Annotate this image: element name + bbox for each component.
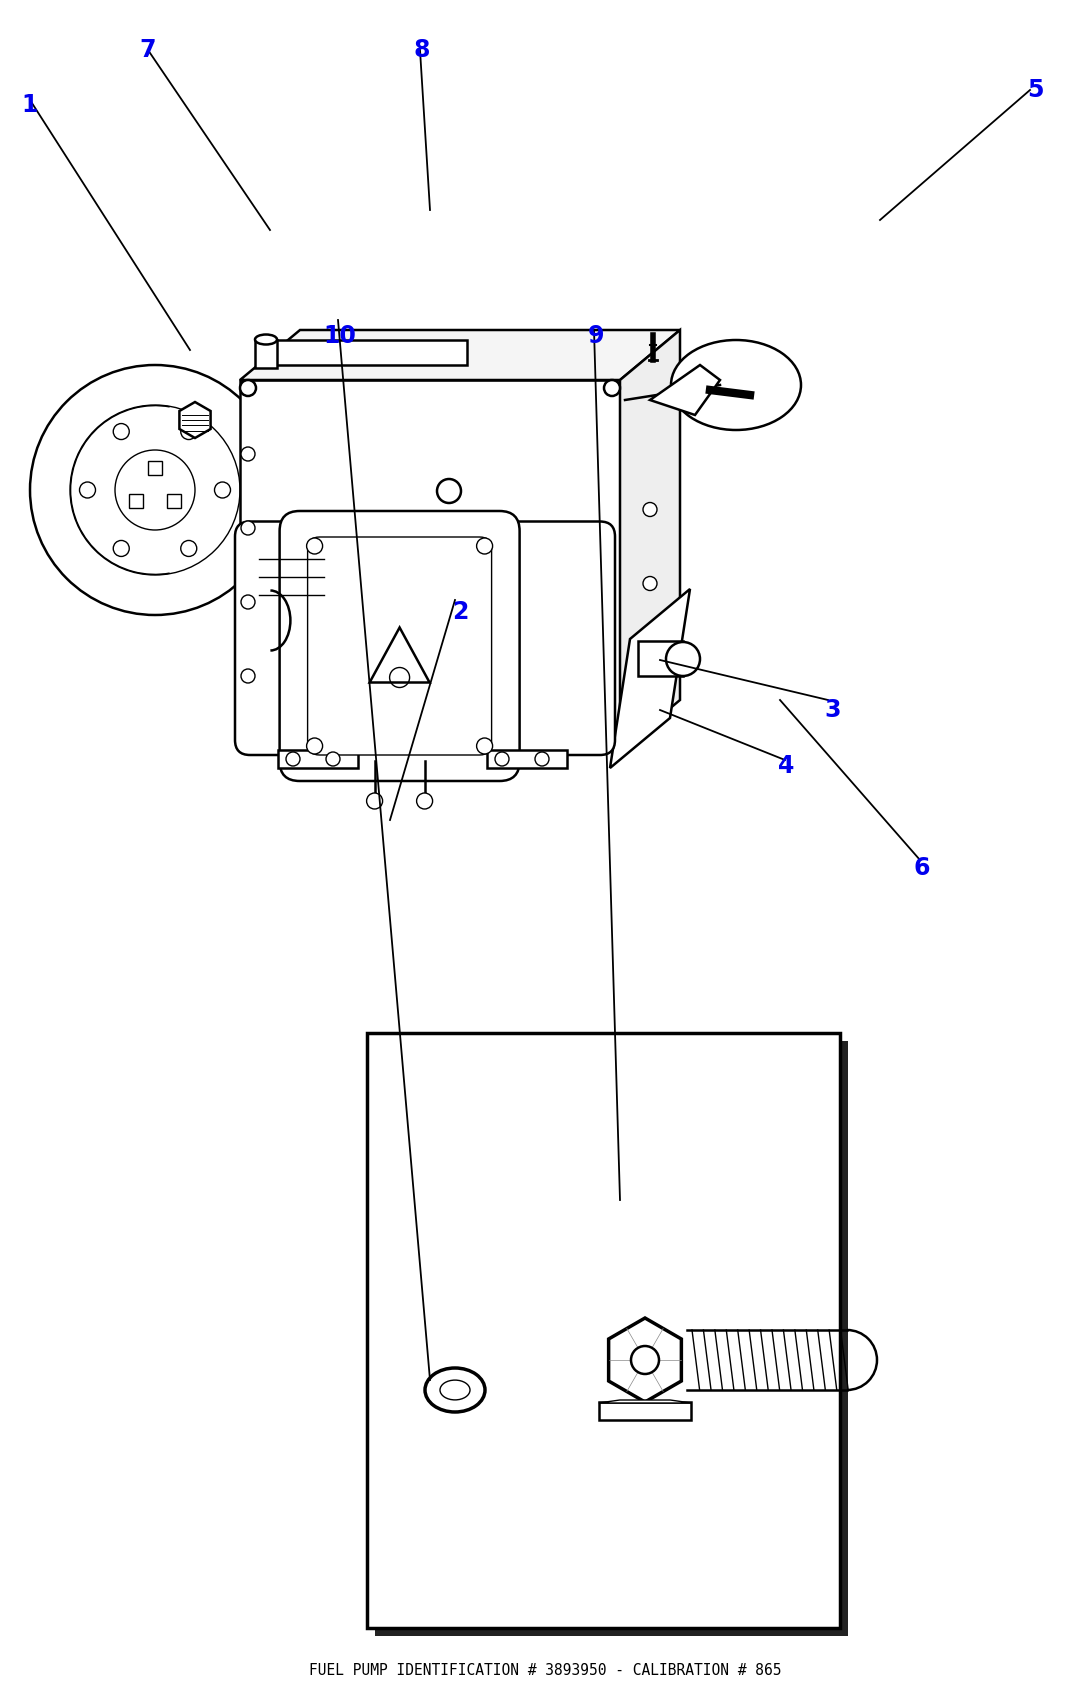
Ellipse shape [671, 340, 801, 430]
Circle shape [241, 668, 255, 684]
FancyBboxPatch shape [307, 536, 492, 755]
Bar [375, 1041, 848, 1636]
Bar [258, 340, 467, 365]
Circle shape [437, 479, 461, 503]
Bar [240, 381, 620, 750]
Bar [638, 641, 683, 677]
Bar [367, 1034, 840, 1628]
Bar [168, 494, 182, 508]
Polygon shape [650, 365, 720, 415]
Circle shape [215, 482, 230, 497]
Polygon shape [608, 1318, 681, 1403]
Text: 4: 4 [778, 755, 795, 778]
Circle shape [241, 596, 255, 609]
Polygon shape [610, 589, 690, 768]
Circle shape [113, 423, 130, 440]
Circle shape [181, 540, 197, 557]
Ellipse shape [425, 1369, 485, 1413]
Bar [598, 1403, 691, 1420]
Circle shape [643, 650, 657, 665]
Circle shape [181, 423, 197, 440]
Circle shape [476, 538, 493, 553]
Circle shape [80, 482, 96, 497]
Text: 10: 10 [324, 323, 356, 349]
Polygon shape [598, 1399, 691, 1403]
Bar [278, 750, 358, 768]
Polygon shape [267, 431, 298, 548]
FancyBboxPatch shape [235, 521, 615, 755]
Circle shape [604, 381, 620, 396]
Polygon shape [180, 403, 210, 438]
Circle shape [535, 751, 549, 766]
Circle shape [286, 751, 300, 766]
Text: 3: 3 [825, 699, 841, 722]
Text: 8: 8 [414, 37, 431, 63]
Text: 2: 2 [452, 601, 469, 624]
Circle shape [495, 751, 509, 766]
Circle shape [31, 365, 280, 614]
Ellipse shape [440, 1381, 470, 1399]
Circle shape [666, 641, 700, 677]
Circle shape [306, 538, 323, 553]
Circle shape [643, 503, 657, 516]
Circle shape [366, 794, 383, 809]
Text: 1: 1 [22, 93, 38, 117]
Circle shape [241, 447, 255, 460]
Text: 5: 5 [1027, 78, 1043, 102]
Circle shape [643, 577, 657, 591]
Text: 9: 9 [588, 323, 604, 349]
FancyBboxPatch shape [280, 511, 520, 782]
Circle shape [113, 540, 130, 557]
Bar [129, 494, 143, 508]
Ellipse shape [255, 335, 277, 345]
Polygon shape [620, 330, 680, 750]
Bar [255, 340, 277, 367]
Text: 6: 6 [913, 856, 930, 880]
Circle shape [631, 1347, 659, 1374]
Circle shape [306, 738, 323, 755]
Text: 7: 7 [140, 37, 156, 63]
Circle shape [240, 381, 256, 396]
Circle shape [326, 751, 340, 766]
Bar [487, 750, 567, 768]
Polygon shape [240, 330, 680, 381]
Circle shape [241, 521, 255, 535]
Bar [148, 460, 162, 474]
Text: FUEL PUMP IDENTIFICATION # 3893950 - CALIBRATION # 865: FUEL PUMP IDENTIFICATION # 3893950 - CAL… [308, 1663, 782, 1677]
Circle shape [476, 738, 493, 755]
Circle shape [416, 794, 433, 809]
